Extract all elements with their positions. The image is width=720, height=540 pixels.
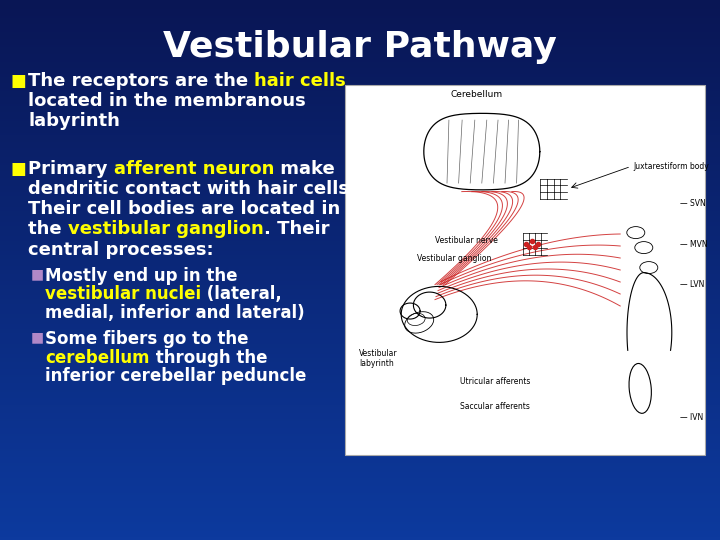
- Text: ■: ■: [31, 330, 44, 344]
- Text: located in the membranous: located in the membranous: [28, 92, 306, 110]
- Text: ■: ■: [10, 160, 26, 178]
- Text: afferent neuron: afferent neuron: [114, 160, 274, 178]
- Text: vestibular nuclei: vestibular nuclei: [45, 286, 201, 303]
- Text: Some fibers go to the: Some fibers go to the: [45, 330, 248, 348]
- Text: the: the: [28, 220, 68, 239]
- Text: — LVN: — LVN: [680, 280, 704, 289]
- Text: The receptors are the: The receptors are the: [28, 72, 254, 90]
- Text: Vestibular ganglion: Vestibular ganglion: [417, 254, 491, 264]
- Text: (lateral,: (lateral,: [201, 286, 282, 303]
- Text: Vestibular nerve: Vestibular nerve: [435, 236, 498, 245]
- Text: ■: ■: [10, 72, 26, 90]
- Text: — SVN: — SVN: [680, 199, 706, 208]
- Text: make: make: [274, 160, 335, 178]
- Text: inferior cerebellar peduncle: inferior cerebellar peduncle: [45, 367, 307, 385]
- Text: vestibular ganglion: vestibular ganglion: [68, 220, 264, 239]
- Text: Vestibular Pathway: Vestibular Pathway: [163, 30, 557, 64]
- Text: Utricular afferents: Utricular afferents: [460, 376, 531, 386]
- Text: through the: through the: [150, 349, 267, 367]
- Text: . Their: . Their: [264, 220, 329, 239]
- Text: Saccular afferents: Saccular afferents: [460, 402, 530, 411]
- Text: Juxtarestiform body: Juxtarestiform body: [633, 162, 708, 171]
- Text: Their cell bodies are located in: Their cell bodies are located in: [28, 200, 341, 218]
- Text: — IVN: — IVN: [680, 414, 703, 422]
- Text: Vestibular
labyrinth: Vestibular labyrinth: [359, 349, 398, 368]
- Text: cerebellum: cerebellum: [45, 349, 150, 367]
- FancyBboxPatch shape: [345, 85, 705, 455]
- Text: medial, inferior and lateral): medial, inferior and lateral): [45, 304, 305, 322]
- Text: ■: ■: [31, 267, 44, 281]
- Text: dendritic contact with hair cells.: dendritic contact with hair cells.: [28, 180, 356, 198]
- Text: Cerebellum: Cerebellum: [451, 90, 503, 99]
- Text: — MVN: — MVN: [680, 240, 708, 248]
- Text: hair cells: hair cells: [254, 72, 346, 90]
- Text: Primary: Primary: [28, 160, 114, 178]
- Text: labyrinth: labyrinth: [28, 112, 120, 130]
- Text: Mostly end up in the: Mostly end up in the: [45, 267, 238, 285]
- Text: central processes:: central processes:: [28, 241, 214, 259]
